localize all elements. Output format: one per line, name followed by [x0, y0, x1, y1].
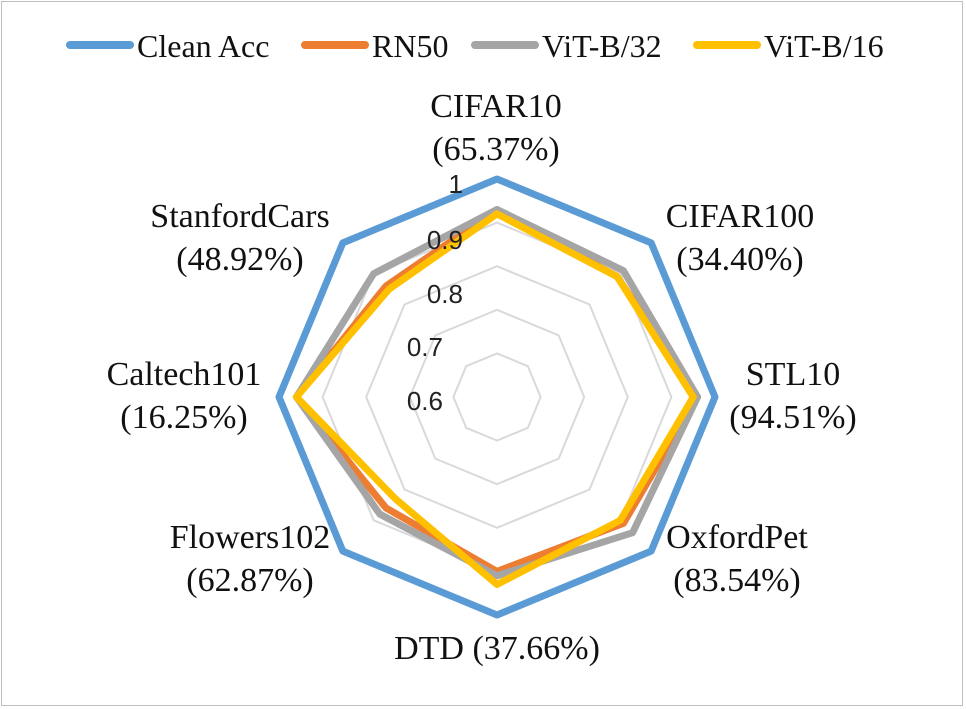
series-line-vit-b-16	[292, 210, 697, 588]
category-acc-cifar10: (65.37%)	[432, 131, 559, 168]
tick-label-0-8: 0.8	[427, 279, 463, 309]
category-label-caltech101: Caltech101	[107, 356, 262, 393]
legend-label-clean-acc: Clean Acc	[137, 28, 269, 64]
category-label-cifar10: CIFAR10	[430, 88, 562, 125]
radial-tick-labels: 0.6 0.7 0.8 0.9 1	[407, 169, 463, 416]
category-acc-cifar100: (34.40%)	[676, 241, 803, 278]
category-acc-stanfordcars: (48.92%)	[176, 241, 303, 278]
legend-label-rn50: RN50	[372, 28, 448, 64]
category-label-cifar100: CIFAR100	[666, 198, 815, 235]
category-acc-flowers102: (62.87%)	[186, 562, 313, 599]
tick-label-0-7: 0.7	[407, 332, 443, 362]
legend-label-vit-b16: ViT-B/16	[764, 28, 884, 64]
category-acc-stl10: (94.51%)	[729, 399, 856, 436]
category-label-stanfordcars: StanfordCars	[150, 198, 329, 235]
tick-label-1: 1	[449, 169, 463, 199]
category-label-flowers102: Flowers102	[170, 519, 331, 556]
category-label-stl10: STL10	[746, 356, 840, 393]
grid-ring-0-7	[408, 308, 586, 486]
category-name-dtd: DTD	[394, 630, 464, 667]
series-line-clean-acc	[275, 175, 719, 619]
radar-series	[275, 175, 719, 619]
category-label-oxfordpet: OxfordPet	[666, 519, 808, 556]
series-line-vit-b-32	[292, 206, 702, 580]
category-acc-oxfordpet: (83.54%)	[673, 562, 800, 599]
category-label-dtd: DTD (37.66%)	[394, 630, 600, 667]
grid-ring-0-8	[365, 265, 629, 529]
legend: Clean Acc RN50 ViT-B/32 ViT-B/16	[66, 28, 884, 64]
category-labels: CIFAR10 (65.37%) CIFAR100 (34.40%) STL10…	[107, 88, 857, 667]
category-acc-dtd: (37.66%)	[472, 630, 599, 667]
category-acc-caltech101: (16.25%)	[120, 399, 247, 436]
grid-ring-0-6	[452, 352, 542, 442]
legend-label-vit-b32: ViT-B/32	[542, 28, 662, 64]
tick-label-0-6: 0.6	[407, 386, 443, 416]
tick-label-0-9: 0.9	[427, 225, 463, 255]
